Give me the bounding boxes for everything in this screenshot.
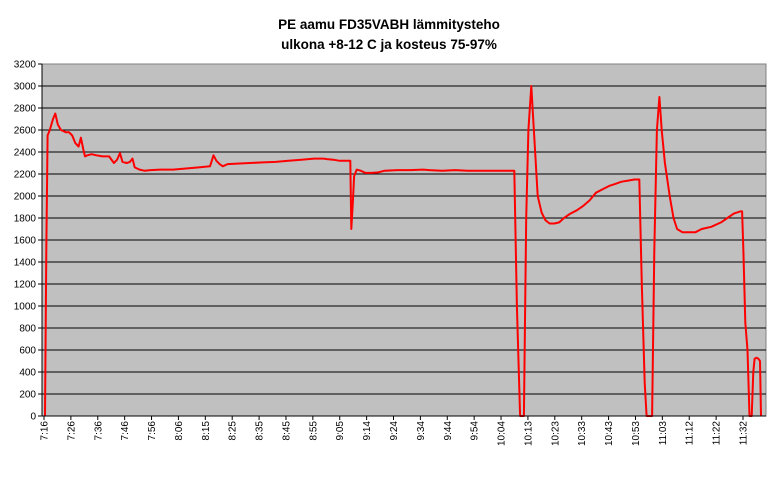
chart-title: PE aamu FD35VABH lämmitysteho bbox=[278, 17, 500, 32]
x-tick-label: 9:44 bbox=[443, 421, 454, 441]
x-tick-label: 9:54 bbox=[470, 421, 481, 441]
x-tick-label: 10:43 bbox=[604, 421, 615, 446]
x-tick-label: 7:56 bbox=[147, 421, 158, 441]
x-tick-label: 11:03 bbox=[658, 421, 669, 446]
x-tick-label: 8:45 bbox=[281, 421, 292, 441]
x-tick-label: 10:04 bbox=[497, 421, 508, 446]
y-tick-label: 1200 bbox=[14, 280, 37, 291]
y-tick-label: 1800 bbox=[14, 214, 37, 225]
y-tick-label: 3200 bbox=[14, 60, 37, 71]
gridlines bbox=[42, 85, 766, 395]
y-tick-label: 2600 bbox=[14, 126, 37, 137]
x-tick-label: 8:55 bbox=[308, 421, 319, 441]
y-tick-label: 800 bbox=[19, 324, 36, 335]
x-tick-label: 9:34 bbox=[416, 421, 427, 441]
x-tick-label: 7:16 bbox=[40, 421, 51, 441]
y-tick-label: 0 bbox=[30, 412, 36, 423]
x-tick-label: 10:13 bbox=[523, 421, 534, 446]
x-tick-label: 9:05 bbox=[335, 421, 346, 441]
y-tick-label: 1000 bbox=[14, 302, 37, 313]
y-tick-label: 600 bbox=[19, 346, 36, 357]
y-axis-ticks: 0 200 400 600 800 1000 1200 1400 1600 1800 2000 220… bbox=[14, 60, 42, 423]
y-tick-label: 400 bbox=[19, 368, 36, 379]
x-tick-label: 8:06 bbox=[174, 421, 185, 441]
x-tick-label: 10:53 bbox=[631, 421, 642, 446]
series-group bbox=[44, 85, 762, 417]
x-tick-label: 9:14 bbox=[362, 421, 373, 441]
x-tick-label: 7:26 bbox=[66, 421, 77, 441]
x-tick-label: 11:12 bbox=[685, 421, 696, 446]
x-tick-label: 8:15 bbox=[201, 421, 212, 441]
x-tick-label: 11:22 bbox=[712, 421, 723, 446]
y-tick-label: 1400 bbox=[14, 258, 37, 269]
x-tick-label: 10:23 bbox=[550, 421, 561, 446]
y-tick-label: 200 bbox=[19, 390, 36, 401]
x-tick-label: 7:36 bbox=[93, 421, 104, 441]
y-tick-label: 2200 bbox=[14, 170, 37, 181]
x-tick-label: 9:24 bbox=[389, 421, 400, 441]
x-tick-label: 8:35 bbox=[255, 421, 266, 441]
y-tick-label: 3000 bbox=[14, 82, 37, 93]
x-tick-label: 7:46 bbox=[120, 421, 131, 441]
x-tick-label: 10:33 bbox=[577, 421, 588, 446]
x-tick-label: 8:25 bbox=[228, 421, 239, 441]
y-tick-label: 2800 bbox=[14, 104, 37, 115]
y-tick-label: 2400 bbox=[14, 148, 37, 159]
x-axis-ticks: 7:16 7:26 7:36 7:46 7:56 8:06 8:15 8:25 8:35 8:45… bbox=[40, 416, 750, 446]
y-tick-label: 1600 bbox=[14, 236, 37, 247]
x-tick-label: 11:32 bbox=[739, 421, 750, 446]
y-tick-label: 2000 bbox=[14, 192, 37, 203]
chart-subtitle: ulkona +8-12 C ja kosteus 75-97% bbox=[281, 37, 497, 52]
series-line bbox=[44, 85, 762, 417]
